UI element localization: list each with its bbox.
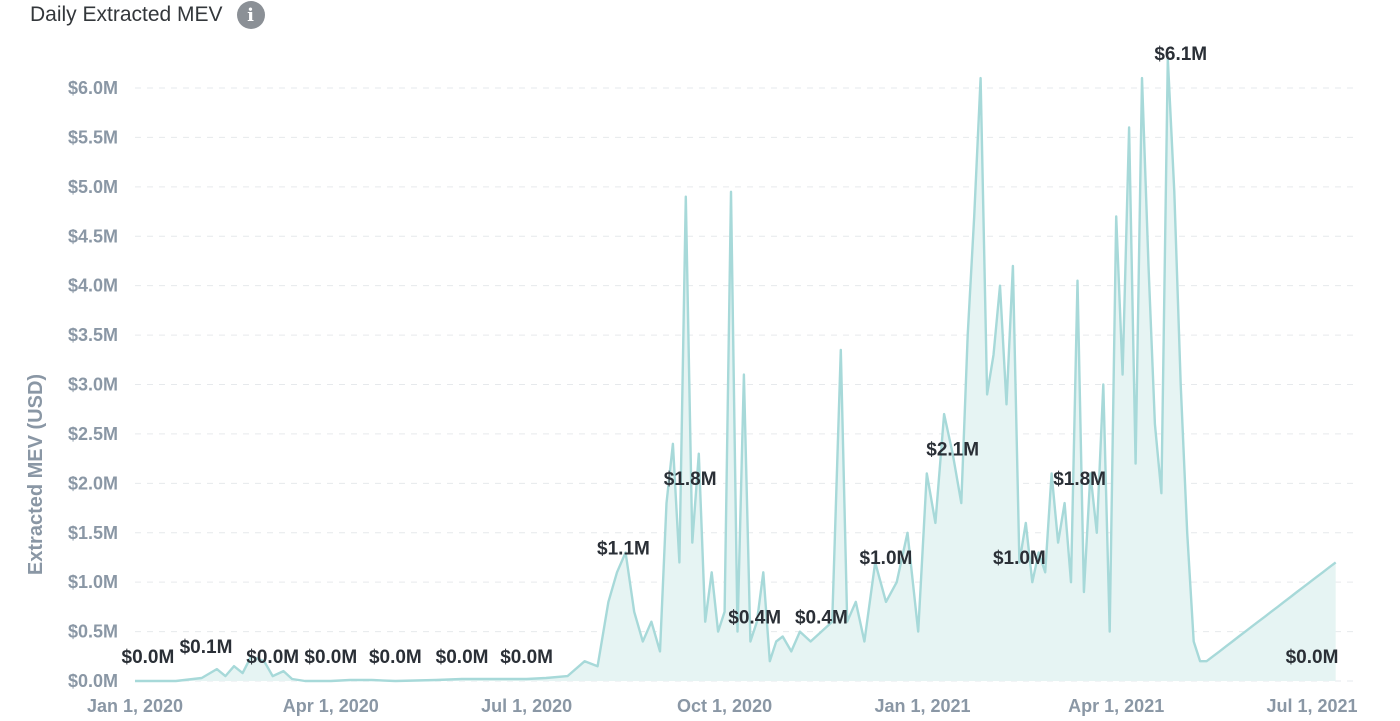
data-label: $0.0M bbox=[369, 647, 422, 668]
data-label: $0.0M bbox=[122, 647, 175, 668]
series-area bbox=[135, 58, 1336, 681]
y-tick-label: $2.0M bbox=[68, 473, 118, 493]
data-label: $1.8M bbox=[664, 469, 717, 490]
data-label: $0.0M bbox=[1286, 647, 1339, 668]
data-label: $0.4M bbox=[795, 607, 848, 628]
data-label: $0.0M bbox=[246, 647, 299, 668]
data-label: $1.0M bbox=[993, 548, 1046, 569]
data-label: $0.1M bbox=[180, 637, 233, 658]
y-tick-label: $5.5M bbox=[68, 127, 118, 147]
x-tick-label: Jan 1, 2020 bbox=[87, 696, 183, 716]
data-label: $1.0M bbox=[860, 548, 913, 569]
y-tick-label: $0.5M bbox=[68, 622, 118, 642]
y-axis-label: Extracted MEV (USD) bbox=[25, 374, 47, 575]
data-label: $6.1M bbox=[1154, 44, 1207, 65]
chart-title: Daily Extracted MEV bbox=[30, 3, 223, 26]
x-tick-label: Jan 1, 2021 bbox=[874, 696, 970, 716]
y-tick-label: $3.5M bbox=[68, 325, 118, 345]
x-tick-label: Apr 1, 2021 bbox=[1068, 696, 1164, 716]
y-tick-label: $4.0M bbox=[68, 276, 118, 296]
data-label: $0.0M bbox=[436, 647, 489, 668]
data-label: $0.0M bbox=[500, 647, 553, 668]
info-icon[interactable]: i bbox=[236, 1, 265, 29]
y-tick-label: $6.0M bbox=[68, 78, 118, 98]
y-tick-label: $1.0M bbox=[68, 572, 118, 592]
x-tick-label: Jul 1, 2020 bbox=[481, 696, 572, 716]
data-label: $2.1M bbox=[926, 439, 979, 460]
data-label: $1.1M bbox=[597, 538, 650, 559]
y-tick-label: $2.5M bbox=[68, 424, 118, 444]
series-line bbox=[135, 57, 1337, 683]
data-label: $1.8M bbox=[1053, 469, 1106, 490]
x-tick-label: Jul 1, 2021 bbox=[1266, 696, 1357, 716]
y-tick-label: $3.0M bbox=[68, 375, 118, 395]
x-tick-label: Oct 1, 2020 bbox=[677, 696, 772, 716]
y-tick-label: $1.5M bbox=[68, 523, 118, 543]
y-tick-label: $4.5M bbox=[68, 226, 118, 246]
chart-header: Daily Extracted MEV i bbox=[30, 0, 265, 30]
data-label: $0.4M bbox=[728, 607, 781, 628]
y-tick-label: $5.0M bbox=[68, 177, 118, 197]
x-tick-label: Apr 1, 2020 bbox=[283, 696, 379, 716]
data-label: $0.0M bbox=[304, 647, 357, 668]
y-tick-label: $0.0M bbox=[68, 671, 118, 691]
